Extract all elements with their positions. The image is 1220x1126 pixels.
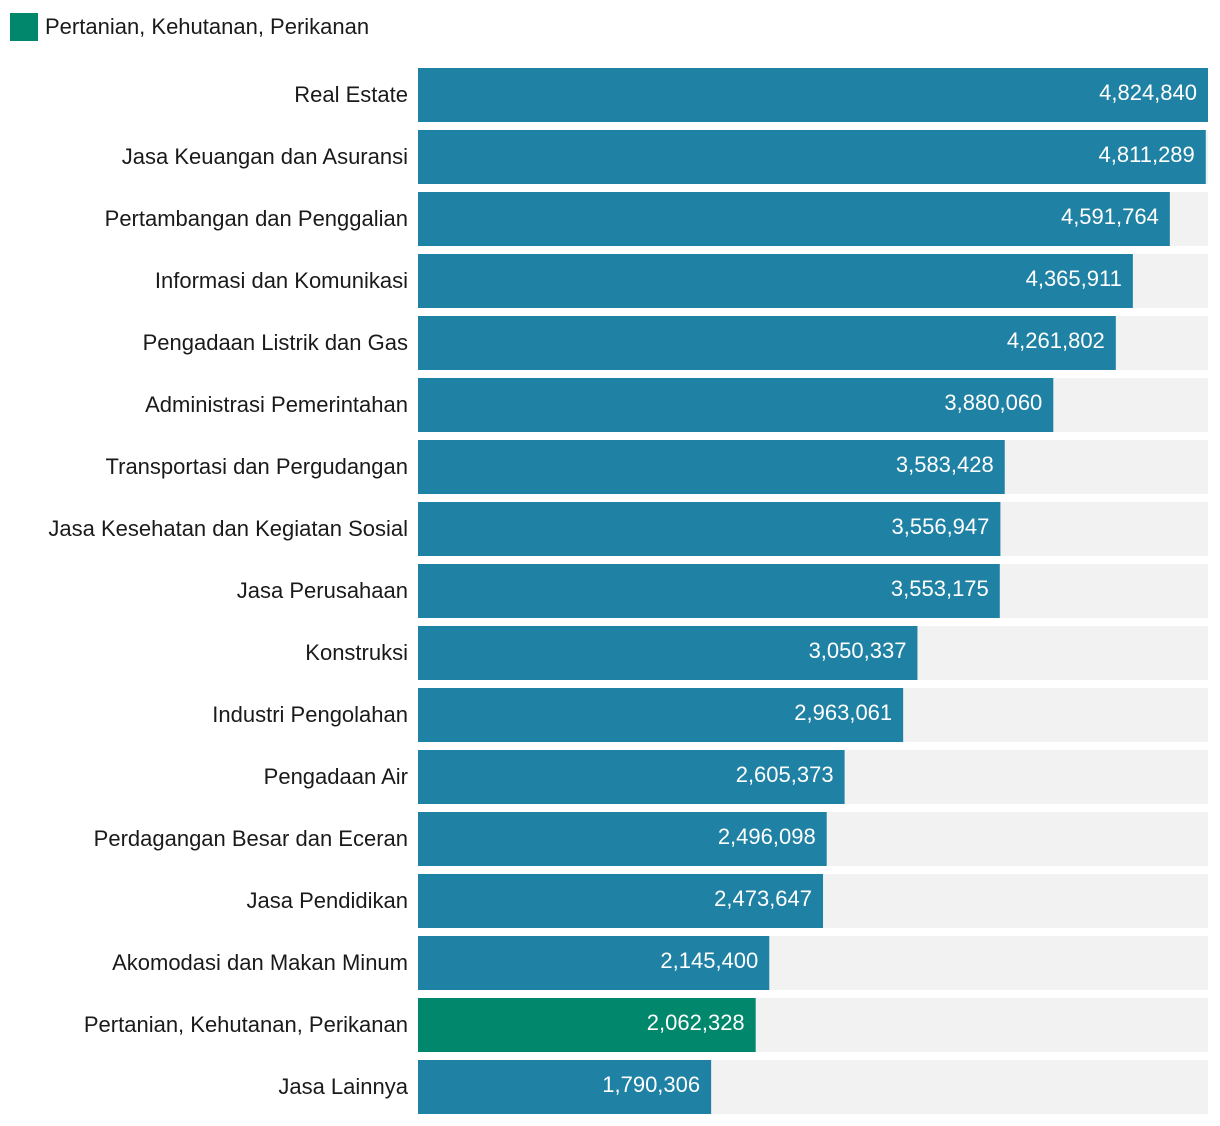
category-label: Pengadaan Listrik dan Gas <box>143 330 408 355</box>
value-label: 4,811,289 <box>1099 142 1195 167</box>
bar <box>418 750 845 804</box>
bar <box>418 316 1116 370</box>
value-label: 2,145,400 <box>660 948 758 973</box>
category-label: Pengadaan Air <box>264 764 408 789</box>
value-label: 4,365,911 <box>1026 266 1122 291</box>
category-label: Jasa Lainnya <box>278 1074 408 1099</box>
category-label: Pertanian, Kehutanan, Perikanan <box>84 1012 408 1037</box>
value-label: 2,473,647 <box>714 886 812 911</box>
value-label: 3,050,337 <box>809 638 907 663</box>
value-label: 3,583,428 <box>896 452 994 477</box>
category-label: Industri Pengolahan <box>212 702 408 727</box>
bar <box>418 68 1208 122</box>
bar <box>418 688 904 742</box>
bar <box>418 626 918 680</box>
bar <box>418 564 1000 618</box>
value-label: 3,553,175 <box>891 576 989 601</box>
legend-swatch <box>10 13 38 41</box>
value-label: 3,880,060 <box>944 390 1042 415</box>
category-label: Transportasi dan Pergudangan <box>106 454 409 479</box>
category-label: Jasa Keuangan dan Asuransi <box>122 144 408 169</box>
category-label: Jasa Kesehatan dan Kegiatan Sosial <box>48 516 408 541</box>
bar <box>418 812 827 866</box>
bar <box>418 440 1005 494</box>
legend-label: Pertanian, Kehutanan, Perikanan <box>45 14 370 39</box>
value-label: 4,261,802 <box>1007 328 1105 353</box>
value-label: 2,605,373 <box>736 762 834 787</box>
value-label: 2,963,061 <box>794 700 892 725</box>
category-label: Konstruksi <box>305 640 408 665</box>
bar <box>418 998 756 1052</box>
category-label: Jasa Perusahaan <box>237 578 408 603</box>
category-label: Pertambangan dan Penggalian <box>105 206 408 231</box>
bar <box>418 192 1170 246</box>
value-label: 3,556,947 <box>892 514 990 539</box>
category-label: Administrasi Pemerintahan <box>145 392 408 417</box>
value-label: 4,824,840 <box>1099 80 1197 105</box>
bar <box>418 936 770 990</box>
category-label: Jasa Pendidikan <box>247 888 408 913</box>
category-label: Informasi dan Komunikasi <box>155 268 408 293</box>
bar <box>418 378 1054 432</box>
chart-legend: Pertanian, Kehutanan, Perikanan <box>10 12 369 42</box>
category-label: Akomodasi dan Makan Minum <box>112 950 408 975</box>
bar <box>418 254 1133 308</box>
value-label: 2,496,098 <box>718 824 816 849</box>
value-label: 2,062,328 <box>647 1010 745 1035</box>
value-label: 4,591,764 <box>1061 204 1159 229</box>
category-label: Real Estate <box>294 82 408 107</box>
category-label: Perdagangan Besar dan Eceran <box>94 826 408 851</box>
value-label: 1,790,306 <box>602 1072 700 1097</box>
bar <box>418 502 1001 556</box>
bar <box>418 130 1206 184</box>
bar <box>418 1060 712 1114</box>
bar <box>418 874 824 928</box>
